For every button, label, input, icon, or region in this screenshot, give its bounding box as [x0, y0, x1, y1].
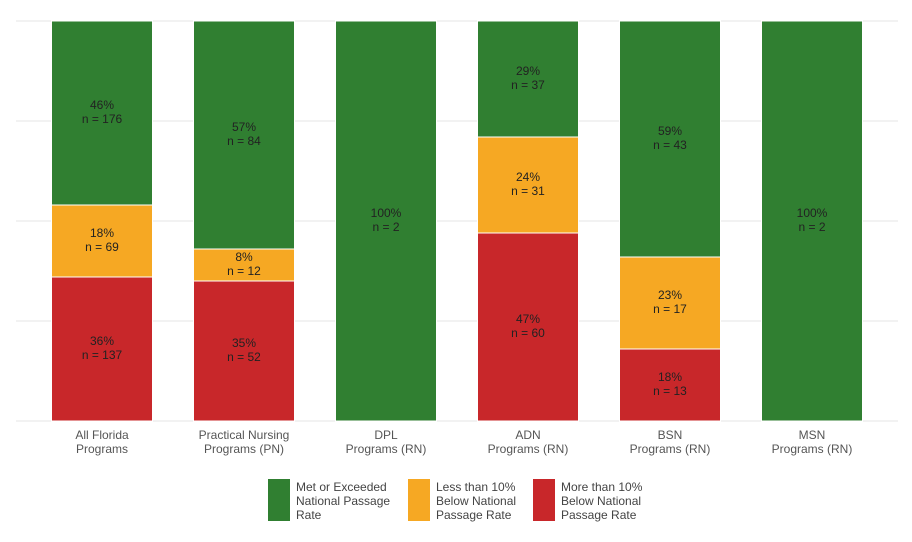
value-label: 18%	[658, 370, 682, 384]
bar-segment	[619, 256, 721, 350]
value-label: 23%	[658, 288, 682, 302]
bar-segment	[335, 20, 437, 422]
count-label: n = 176	[82, 112, 123, 126]
bar-segment	[619, 20, 721, 258]
count-label: n = 13	[653, 384, 687, 398]
value-label: 18%	[90, 226, 114, 240]
x-tick-label: BSN Programs (RN)	[629, 428, 711, 456]
count-label: n = 84	[227, 134, 261, 148]
legend-swatch	[268, 479, 290, 521]
bar-segment	[477, 232, 579, 422]
bar-segment	[51, 204, 153, 278]
count-label: n = 37	[511, 78, 545, 92]
count-label: n = 31	[511, 184, 545, 198]
x-tick-label: ADN Programs (RN)	[487, 428, 569, 456]
value-label: 57%	[232, 120, 256, 134]
value-label: 36%	[90, 334, 114, 348]
count-label: n = 43	[653, 138, 687, 152]
value-label: 100%	[371, 206, 402, 220]
bar-segment	[51, 276, 153, 422]
bar-segment	[477, 136, 579, 234]
bar-segment	[761, 20, 863, 422]
value-label: 46%	[90, 98, 114, 112]
count-label: n = 12	[227, 264, 261, 278]
legend-label: More than 10% Below National Passage Rat…	[561, 480, 643, 522]
count-label: n = 69	[85, 240, 119, 254]
value-label: 8%	[235, 250, 253, 264]
count-label: n = 52	[227, 350, 261, 364]
bar-segment	[619, 348, 721, 422]
x-tick-label: DPL Programs (RN)	[345, 428, 427, 456]
count-label: n = 2	[798, 220, 825, 234]
count-label: n = 137	[82, 348, 123, 362]
x-tick-label: Practical Nursing Programs (PN)	[198, 428, 290, 456]
count-label: n = 17	[653, 302, 687, 316]
x-tick-label: MSN Programs (RN)	[771, 428, 853, 456]
legend-swatch	[408, 479, 430, 521]
bar-segment	[193, 20, 295, 250]
legend-label: Met or Exceeded National Passage Rate	[296, 480, 391, 522]
value-label: 24%	[516, 170, 540, 184]
count-label: n = 2	[372, 220, 399, 234]
legend-swatch	[533, 479, 555, 521]
value-label: 59%	[658, 124, 682, 138]
value-label: 29%	[516, 64, 540, 78]
value-label: 100%	[797, 206, 828, 220]
value-label: 35%	[232, 336, 256, 350]
bar-segment	[51, 20, 153, 206]
legend-label: Less than 10% Below National Passage Rat…	[436, 480, 517, 522]
value-label: 47%	[516, 312, 540, 326]
count-label: n = 60	[511, 326, 545, 340]
bar-segment	[477, 20, 579, 138]
x-tick-label: All Florida Programs	[75, 428, 129, 456]
